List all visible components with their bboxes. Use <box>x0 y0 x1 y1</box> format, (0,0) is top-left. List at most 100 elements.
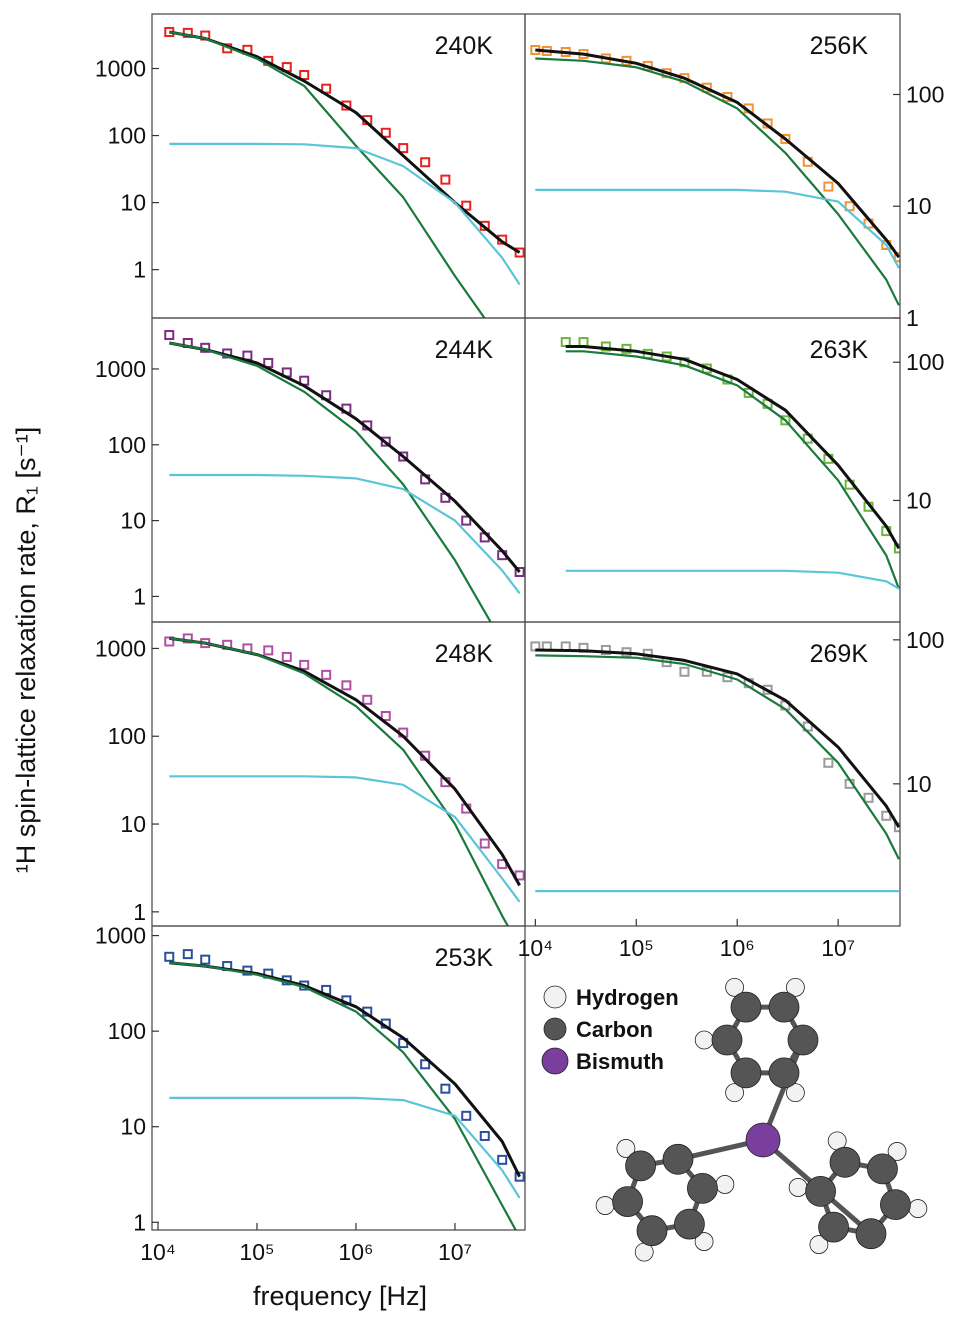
x-tick-label: 10⁶ <box>720 935 755 961</box>
fit-curve <box>565 345 900 550</box>
y-tick-label: 10 <box>906 193 932 219</box>
x-axis-label: frequency [Hz] <box>253 1281 427 1311</box>
y-tick-label: 1000 <box>95 56 146 82</box>
atom <box>745 1122 781 1158</box>
atom <box>908 1199 928 1218</box>
fit-curve <box>535 188 900 269</box>
data-point <box>461 200 472 211</box>
atom <box>730 991 762 1023</box>
atom <box>694 1030 714 1050</box>
data-point <box>479 1130 490 1141</box>
data-point <box>679 666 690 677</box>
data-point <box>893 822 900 833</box>
data-point <box>398 143 409 154</box>
fit-curve <box>565 569 900 590</box>
fit-curve <box>169 961 521 1178</box>
panel <box>164 27 525 318</box>
data-point <box>497 1154 508 1165</box>
fit-curve <box>169 1096 521 1199</box>
bond <box>760 1039 806 1141</box>
data-point <box>420 157 431 168</box>
atom <box>725 1083 744 1103</box>
data-point <box>514 247 525 258</box>
panel <box>560 337 900 590</box>
atom <box>612 1186 643 1217</box>
data-point <box>341 680 352 691</box>
x-tick-label: 10⁵ <box>239 1239 274 1265</box>
fit-curve <box>169 30 521 254</box>
data-point <box>823 181 834 192</box>
atom <box>818 1211 849 1243</box>
atom <box>725 977 744 997</box>
atom <box>880 1189 911 1220</box>
data-point <box>600 341 611 352</box>
data-point <box>321 669 332 680</box>
y-tick-label: 10 <box>120 508 146 534</box>
y-tick-label: 1000 <box>95 923 146 949</box>
data-point <box>743 387 754 398</box>
data-point <box>164 330 175 341</box>
fit-curve <box>535 48 900 259</box>
data-point <box>164 636 175 647</box>
molecule: Hydrogen Carbon Bismuth <box>541 977 928 1262</box>
data-point <box>164 951 175 962</box>
panel <box>164 633 525 926</box>
atom <box>855 1218 887 1250</box>
panel <box>530 641 900 893</box>
data-point <box>299 70 310 81</box>
data-point <box>514 1171 525 1182</box>
y-tick-label: 1 <box>906 305 919 331</box>
fit-curve <box>169 961 517 1230</box>
atom <box>768 1057 800 1089</box>
y-tick-label: 100 <box>108 723 146 749</box>
panel <box>164 949 525 1230</box>
panel-label: 248K <box>435 640 494 668</box>
atom <box>788 1178 808 1197</box>
atom <box>543 1017 567 1041</box>
data-point <box>823 757 834 768</box>
atom <box>867 1153 898 1185</box>
data-point <box>893 252 900 263</box>
y-tick-label: 10 <box>120 1114 146 1140</box>
y-tick-label: 1 <box>133 257 146 283</box>
data-point <box>263 645 274 656</box>
atom <box>687 1173 718 1204</box>
x-tick-label: 10⁴ <box>140 1239 175 1265</box>
legend-label: Bismuth <box>576 1049 664 1074</box>
data-point <box>461 515 472 526</box>
atom <box>662 1143 694 1175</box>
y-tick-label: 1000 <box>95 356 146 382</box>
fit-curve <box>169 637 510 926</box>
data-point <box>461 1110 472 1121</box>
data-point <box>881 810 892 821</box>
atom <box>541 1047 569 1075</box>
data-point <box>600 644 611 655</box>
panel-frame <box>524 621 901 927</box>
atom <box>809 1235 829 1254</box>
data-point <box>182 633 193 644</box>
fit-curve <box>169 775 521 903</box>
atom <box>711 1024 743 1056</box>
y-tick-label: 100 <box>906 81 944 107</box>
y-tick-label: 100 <box>108 123 146 149</box>
atom <box>768 991 800 1023</box>
x-tick-label: 10⁷ <box>438 1239 472 1265</box>
data-point <box>440 174 451 185</box>
y-tick-label: 1 <box>133 583 146 609</box>
legend-label: Carbon <box>576 1017 653 1042</box>
atom <box>786 977 805 997</box>
x-tick-label: 10⁵ <box>619 935 654 961</box>
panel-label: 240K <box>435 32 494 60</box>
x-tick-label: 10⁶ <box>338 1239 373 1265</box>
data-point <box>560 337 571 348</box>
atom <box>595 1196 615 1215</box>
y-tick-label: 10 <box>906 771 932 797</box>
data-point <box>281 651 292 662</box>
atom <box>625 1150 656 1182</box>
y-tick-label: 1 <box>133 1209 146 1235</box>
atom <box>543 985 567 1009</box>
panel-label: 253K <box>435 944 494 972</box>
y-tick-label: 100 <box>108 432 146 458</box>
data-point <box>420 1059 431 1070</box>
